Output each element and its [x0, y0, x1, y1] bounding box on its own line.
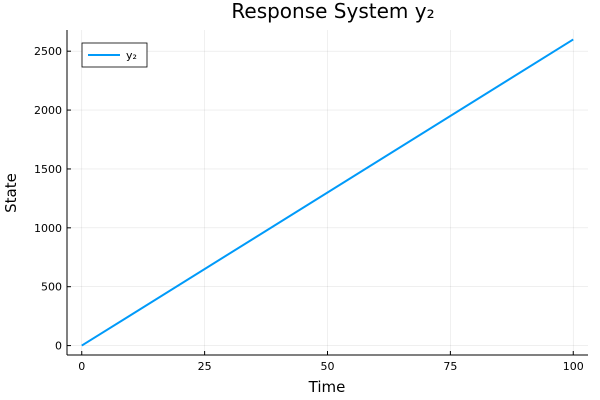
x-tick-label: 50 [321, 360, 335, 373]
x-axis-label: Time [308, 378, 346, 396]
y-tick-label: 2500 [34, 45, 62, 58]
axes [66, 30, 588, 356]
x-tick-label: 100 [563, 360, 584, 373]
series-group [81, 38, 574, 347]
y-tick-label: 0 [55, 340, 62, 353]
y-tick-label: 500 [41, 281, 62, 294]
y-axis-label: State [2, 173, 20, 213]
legend: y₂ [81, 42, 148, 68]
chart-title: Response System y₂ [231, 0, 434, 23]
x-tick-label: 25 [198, 360, 212, 373]
legend-label: y₂ [126, 49, 137, 62]
x-tick-label: 0 [78, 360, 85, 373]
y-tick-label: 1000 [34, 222, 62, 235]
y-tick-label: 2000 [34, 104, 62, 117]
x-tick-label: 75 [443, 360, 457, 373]
grid [67, 30, 588, 355]
series-line-0 [81, 38, 574, 347]
y-tick-label: 1500 [34, 163, 62, 176]
